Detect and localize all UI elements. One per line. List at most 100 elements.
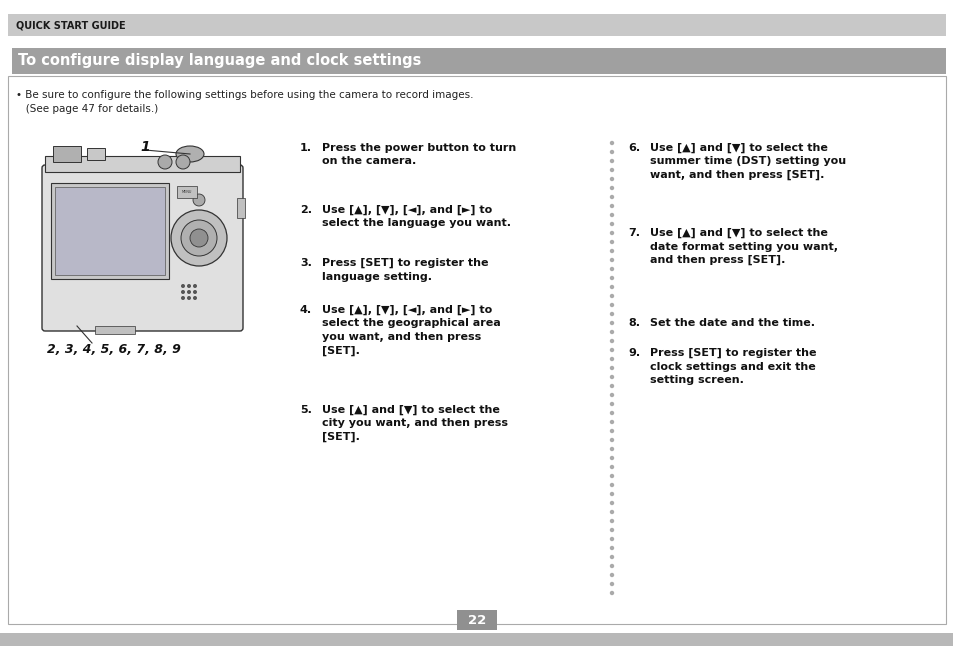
- Text: • Be sure to configure the following settings before using the camera to record : • Be sure to configure the following set…: [16, 90, 473, 100]
- Circle shape: [158, 155, 172, 169]
- Text: [SET].: [SET].: [322, 432, 359, 443]
- Circle shape: [609, 168, 614, 172]
- Text: language setting.: language setting.: [322, 271, 432, 282]
- Circle shape: [609, 159, 614, 163]
- Circle shape: [609, 564, 614, 568]
- Text: date format setting you want,: date format setting you want,: [649, 242, 837, 251]
- Circle shape: [609, 510, 614, 514]
- Text: Use [▲] and [▼] to select the: Use [▲] and [▼] to select the: [322, 405, 499, 415]
- Circle shape: [609, 339, 614, 343]
- Circle shape: [609, 177, 614, 181]
- Circle shape: [171, 210, 227, 266]
- FancyBboxPatch shape: [42, 165, 243, 331]
- Circle shape: [609, 231, 614, 235]
- Circle shape: [609, 519, 614, 523]
- Circle shape: [175, 155, 190, 169]
- Circle shape: [609, 528, 614, 532]
- Circle shape: [187, 296, 191, 300]
- Circle shape: [193, 194, 205, 206]
- Circle shape: [609, 195, 614, 199]
- Bar: [53, 146, 81, 162]
- Circle shape: [609, 438, 614, 443]
- Bar: [177, 186, 196, 198]
- Bar: [8, 48, 12, 74]
- Circle shape: [609, 492, 614, 496]
- Text: Press [SET] to register the: Press [SET] to register the: [649, 348, 816, 359]
- Circle shape: [609, 312, 614, 316]
- Circle shape: [181, 220, 216, 256]
- Circle shape: [181, 290, 185, 294]
- Text: Use [▲] and [▼] to select the: Use [▲] and [▼] to select the: [649, 143, 827, 153]
- Circle shape: [609, 591, 614, 595]
- Text: 8.: 8.: [627, 318, 639, 328]
- Circle shape: [187, 284, 191, 288]
- Circle shape: [187, 290, 191, 294]
- Bar: [45, 156, 240, 172]
- Circle shape: [609, 402, 614, 406]
- Text: 5.: 5.: [299, 405, 312, 415]
- Circle shape: [609, 186, 614, 190]
- Text: Set the date and the time.: Set the date and the time.: [649, 318, 814, 328]
- Circle shape: [609, 456, 614, 460]
- Text: MENU: MENU: [182, 190, 192, 194]
- Bar: [55, 187, 165, 275]
- Circle shape: [609, 303, 614, 307]
- Circle shape: [609, 375, 614, 379]
- Circle shape: [609, 447, 614, 451]
- Circle shape: [609, 330, 614, 334]
- Text: Use [▲] and [▼] to select the: Use [▲] and [▼] to select the: [649, 228, 827, 238]
- Circle shape: [190, 229, 208, 247]
- Circle shape: [609, 555, 614, 559]
- Ellipse shape: [175, 146, 204, 162]
- Text: (See page 47 for details.): (See page 47 for details.): [16, 104, 158, 114]
- Circle shape: [609, 222, 614, 226]
- Bar: [8, 76, 945, 624]
- Circle shape: [609, 249, 614, 253]
- Circle shape: [609, 267, 614, 271]
- Text: city you want, and then press: city you want, and then press: [322, 419, 507, 428]
- Text: Use [▲], [▼], [◄], and [►] to: Use [▲], [▼], [◄], and [►] to: [322, 305, 492, 315]
- Circle shape: [609, 411, 614, 415]
- Text: setting screen.: setting screen.: [649, 375, 743, 385]
- Text: 3.: 3.: [299, 258, 312, 268]
- Bar: [0, 633, 953, 646]
- Circle shape: [609, 429, 614, 433]
- Text: 1: 1: [140, 140, 150, 154]
- Circle shape: [181, 296, 185, 300]
- Circle shape: [609, 141, 614, 145]
- Text: 4.: 4.: [299, 305, 312, 315]
- Circle shape: [193, 290, 196, 294]
- Bar: [95, 326, 135, 334]
- Text: 22: 22: [467, 614, 486, 627]
- Circle shape: [609, 537, 614, 541]
- Circle shape: [193, 296, 196, 300]
- Text: [SET].: [SET].: [322, 346, 359, 356]
- Circle shape: [609, 240, 614, 244]
- Circle shape: [609, 357, 614, 361]
- Circle shape: [609, 501, 614, 505]
- Text: summer time (DST) setting you: summer time (DST) setting you: [649, 156, 845, 167]
- Circle shape: [609, 420, 614, 424]
- Text: clock settings and exit the: clock settings and exit the: [649, 362, 815, 371]
- Text: want, and then press [SET].: want, and then press [SET].: [649, 170, 823, 180]
- Bar: [456, 610, 497, 630]
- Bar: [236, 198, 245, 218]
- Text: 9.: 9.: [627, 348, 639, 358]
- Circle shape: [609, 393, 614, 397]
- Text: 2, 3, 4, 5, 6, 7, 8, 9: 2, 3, 4, 5, 6, 7, 8, 9: [47, 343, 181, 356]
- Circle shape: [193, 284, 196, 288]
- Text: Press [SET] to register the: Press [SET] to register the: [322, 258, 488, 268]
- Circle shape: [609, 258, 614, 262]
- Circle shape: [609, 546, 614, 550]
- Text: To configure display language and clock settings: To configure display language and clock …: [18, 54, 421, 68]
- Text: you want, and then press: you want, and then press: [322, 332, 480, 342]
- Text: select the language you want.: select the language you want.: [322, 218, 511, 229]
- Circle shape: [609, 285, 614, 289]
- Circle shape: [609, 276, 614, 280]
- Text: QUICK START GUIDE: QUICK START GUIDE: [16, 20, 126, 30]
- Circle shape: [609, 348, 614, 352]
- Text: 2.: 2.: [299, 205, 312, 215]
- Text: Press the power button to turn: Press the power button to turn: [322, 143, 516, 153]
- Circle shape: [609, 582, 614, 586]
- Circle shape: [609, 203, 614, 208]
